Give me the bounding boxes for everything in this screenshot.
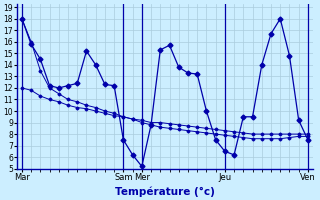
X-axis label: Température (°c): Température (°c) xyxy=(115,186,215,197)
